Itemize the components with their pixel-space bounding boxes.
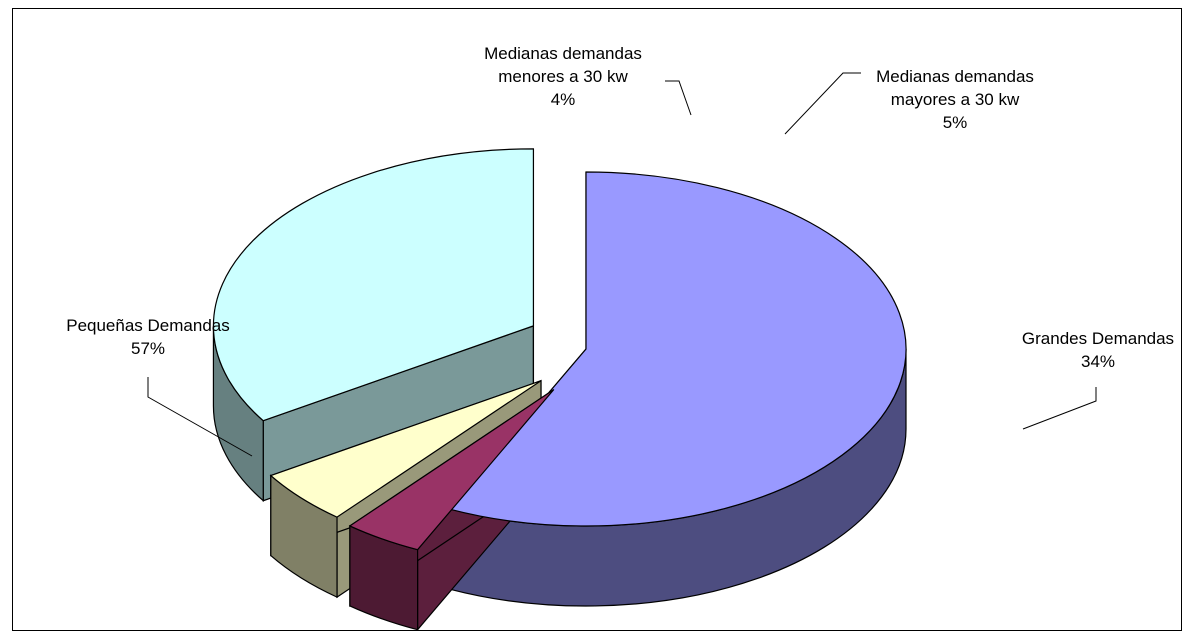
leader-line-1 (665, 80, 692, 116)
slice-label-2-line-0: Medianas demandas (876, 67, 1034, 86)
leader-line-3 (1022, 387, 1097, 430)
slice-label-3-line-0: Grandes Demandas (1022, 329, 1174, 348)
slice-label-1: Medianas demandas menores a 30 kw 4% (484, 44, 642, 109)
slice-label-1-line-1: menores a 30 kw (498, 67, 628, 86)
slice-label-3-line-1: 34% (1081, 352, 1115, 371)
slice-label-2-line-1: mayores a 30 kw (891, 90, 1020, 109)
slice-label-2-line-2: 5% (943, 113, 968, 132)
pie-chart: Pequeñas Demandas 57% Medianas demandas men… (66, 44, 1174, 630)
slice-label-0: Pequeñas Demandas 57% (66, 316, 230, 358)
slice-label-2: Medianas demandas mayores a 30 kw 5% (876, 67, 1034, 132)
slice-label-1-line-2: 4% (551, 90, 576, 109)
pie-slice-3 (212, 148, 535, 422)
chart-frame: Pequeñas Demandas 57% Medianas demandas men… (12, 8, 1182, 631)
pie-slice-0 (448, 171, 907, 527)
pie-slice-2 (269, 380, 542, 518)
slice-label-3: Grandes Demandas 34% (1022, 329, 1174, 371)
slice-label-0-line-0: Pequeñas Demandas (66, 316, 230, 335)
leader-line-2 (784, 72, 861, 135)
pie-slice-1 (348, 389, 555, 551)
leader-line-0 (147, 377, 253, 457)
slice-label-1-line-0: Medianas demandas (484, 44, 642, 63)
slice-label-0-line-1: 57% (131, 339, 165, 358)
